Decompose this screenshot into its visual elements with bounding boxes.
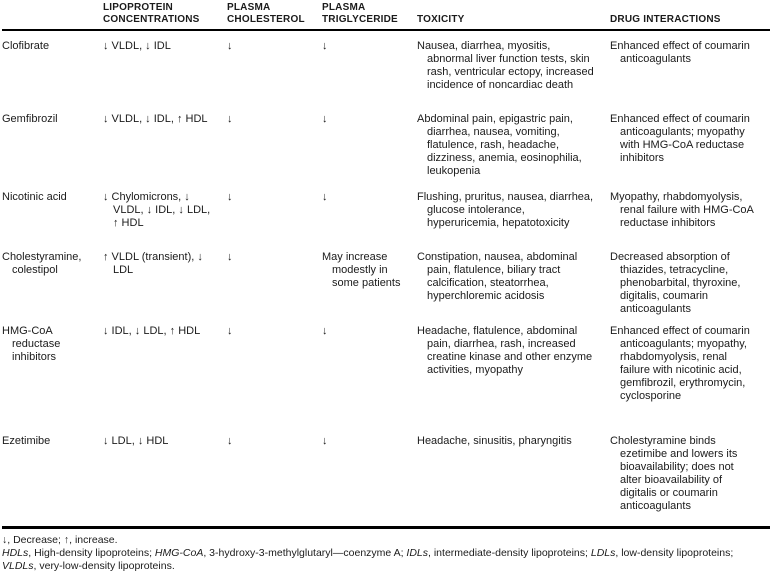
table-row-ezetimibe: Ezetimibe ↓ LDL, ↓ HDL ↓ ↓ Headache, sin… bbox=[2, 426, 770, 527]
cell-drug-interactions: Enhanced effect of coumarin anticoagulan… bbox=[610, 325, 750, 402]
cell-toxicity: Constipation, nausea, abdominal pain, fl… bbox=[417, 251, 578, 302]
cell-lipoprotein-concentrations: ↓ IDL, ↓ LDL, ↑ HDL bbox=[103, 325, 201, 337]
cell-drug-name: HMG-CoA reductase inhibitors bbox=[2, 325, 61, 363]
column-header-plasma-cholesterol: PLASMA CHOLESTEROL bbox=[227, 0, 322, 31]
cell-lipoprotein-concentrations: ↓ VLDL, ↓ IDL, ↑ HDL bbox=[103, 113, 208, 125]
cell-plasma-triglyceride: ↓ bbox=[322, 325, 328, 337]
cell-plasma-cholesterol: ↓ bbox=[227, 113, 233, 125]
cell-lipoprotein-concentrations: ↓ Chylomicrons, ↓ VLDL, ↓ IDL, ↓ LDL, ↑ … bbox=[103, 191, 211, 229]
column-header-toxicity: TOXICITY bbox=[417, 0, 610, 31]
cell-drug-interactions: Decreased absorption of thiazides, tetra… bbox=[610, 251, 741, 315]
cell-toxicity: Nausea, diarrhea, myositis, abnormal liv… bbox=[417, 40, 594, 91]
cell-lipoprotein-concentrations: ↓ VLDL, ↓ IDL bbox=[103, 40, 171, 52]
cell-plasma-triglyceride: ↓ bbox=[322, 435, 328, 447]
cell-drug-name: Clofibrate bbox=[2, 40, 50, 52]
cell-drug-interactions: Enhanced effect of coumarin anticoagulan… bbox=[610, 40, 750, 65]
cell-plasma-cholesterol: ↓ bbox=[227, 40, 233, 52]
column-header-lipoprotein-concentrations: LIPOPROTEIN CONCENTRATIONS bbox=[103, 0, 227, 31]
table-row-hmg-coa-reductase-inhibitors: HMG-CoA reductase inhibitors ↓ IDL, ↓ LD… bbox=[2, 316, 770, 426]
footnote-arrow-legend: ↓, Decrease; ↑, increase. bbox=[2, 533, 118, 546]
cell-toxicity: Abdominal pain, epigastric pain, diarrhe… bbox=[417, 113, 582, 177]
cell-plasma-cholesterol: ↓ bbox=[227, 251, 233, 263]
column-header-drug-interactions: DRUG INTERACTIONS bbox=[610, 0, 770, 31]
cell-drug-interactions: Enhanced effect of coumarin anticoagulan… bbox=[610, 113, 750, 164]
table-row-cholestyramine-colestipol: Cholestyramine, colestipol ↑ VLDL (trans… bbox=[2, 242, 770, 316]
footnote-abbreviations: HDLs, High-density lipoproteins; HMG-CoA… bbox=[2, 546, 734, 572]
cell-plasma-triglyceride: ↓ bbox=[322, 191, 328, 203]
cell-plasma-triglyceride: May increase modestly in some patients bbox=[322, 251, 401, 289]
cell-plasma-cholesterol: ↓ bbox=[227, 325, 233, 337]
header-row: LIPOPROTEIN CONCENTRATIONS PLASMA CHOLES… bbox=[2, 0, 770, 31]
cell-toxicity: Headache, flatulence, abdominal pain, di… bbox=[417, 325, 593, 376]
cell-drug-interactions: Myopathy, rhabdomyolysis, renal failure … bbox=[610, 191, 754, 229]
cell-drug-name: Nicotinic acid bbox=[2, 191, 67, 203]
cell-plasma-cholesterol: ↓ bbox=[227, 435, 233, 447]
cell-drug-name: Ezetimibe bbox=[2, 435, 51, 447]
cell-drug-name: Cholestyramine, colestipol bbox=[2, 251, 82, 276]
cell-plasma-triglyceride: ↓ bbox=[322, 40, 328, 52]
cell-drug-name: Gemfibrozil bbox=[2, 113, 58, 125]
table-row-nicotinic-acid: Nicotinic acid ↓ Chylomicrons, ↓ VLDL, ↓… bbox=[2, 182, 770, 242]
table-row-gemfibrozil: Gemfibrozil ↓ VLDL, ↓ IDL, ↑ HDL ↓ ↓ Abd… bbox=[2, 104, 770, 182]
cell-plasma-triglyceride: ↓ bbox=[322, 113, 328, 125]
cell-plasma-cholesterol: ↓ bbox=[227, 191, 233, 203]
column-header-plasma-triglyceride: PLASMA TRIGLYCERIDE bbox=[322, 0, 417, 31]
cell-toxicity: Flushing, pruritus, nausea, diarrhea, gl… bbox=[417, 191, 594, 229]
cell-lipoprotein-concentrations: ↑ VLDL (transient), ↓ LDL bbox=[103, 251, 203, 276]
cell-drug-interactions: Cholestyramine binds ezetimibe and lower… bbox=[610, 435, 738, 512]
footnotes: ↓, Decrease; ↑, increase. HDLs, High-den… bbox=[2, 534, 769, 573]
cell-lipoprotein-concentrations: ↓ LDL, ↓ HDL bbox=[103, 435, 169, 447]
lipid-lowering-drugs-table: LIPOPROTEIN CONCENTRATIONS PLASMA CHOLES… bbox=[2, 0, 770, 529]
cell-toxicity: Headache, sinusitis, pharyngitis bbox=[417, 435, 572, 447]
column-header-drug bbox=[2, 0, 103, 31]
table-row-clofibrate: Clofibrate ↓ VLDL, ↓ IDL ↓ ↓ Nausea, dia… bbox=[2, 30, 770, 104]
